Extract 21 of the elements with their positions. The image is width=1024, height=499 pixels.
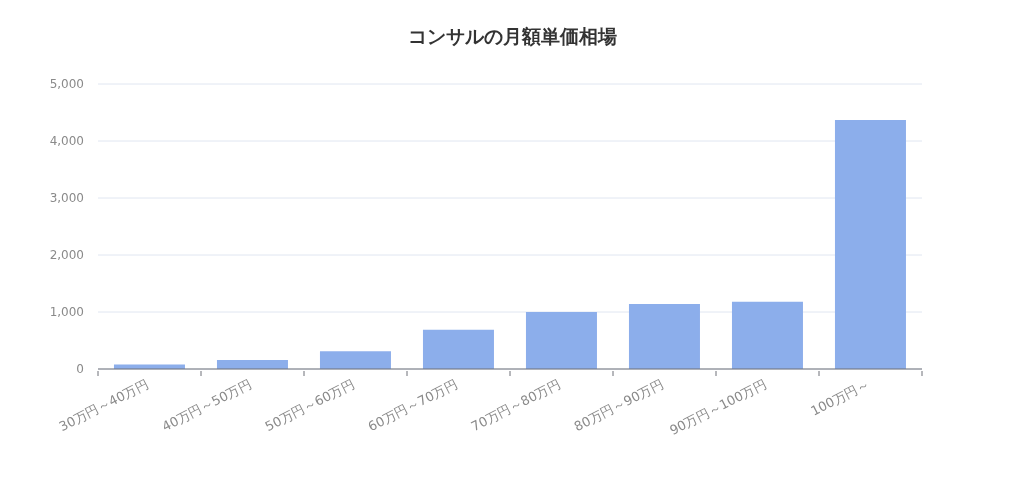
x-tick-label: 80万円～90万円 [571, 376, 666, 435]
bar [628, 304, 700, 369]
x-tick-label: 70万円～80万円 [468, 376, 563, 435]
x-tick-label: 50万円～60万円 [262, 376, 357, 435]
x-tick-label: 100万円～ [808, 376, 872, 419]
bar [422, 329, 494, 369]
bar [834, 119, 906, 369]
y-tick-label: 0 [76, 362, 84, 377]
y-tick-label: 5,000 [49, 77, 84, 92]
y-tick-label: 2,000 [49, 248, 84, 263]
y-tick-label: 1,000 [49, 305, 84, 320]
x-tick-label: 90万円～100万円 [667, 376, 769, 438]
x-tick-label: 40万円～50万円 [159, 376, 254, 435]
y-tick-label: 4,000 [49, 134, 84, 149]
chart-title: コンサルの月額単価相場 [406, 24, 618, 49]
bar [319, 351, 391, 369]
bar [731, 301, 803, 369]
x-tick-label: 30万円～40万円 [56, 376, 151, 435]
bar [525, 312, 597, 369]
x-tick-label: 60万円～70万円 [365, 376, 460, 435]
y-tick-label: 3,000 [49, 191, 84, 206]
